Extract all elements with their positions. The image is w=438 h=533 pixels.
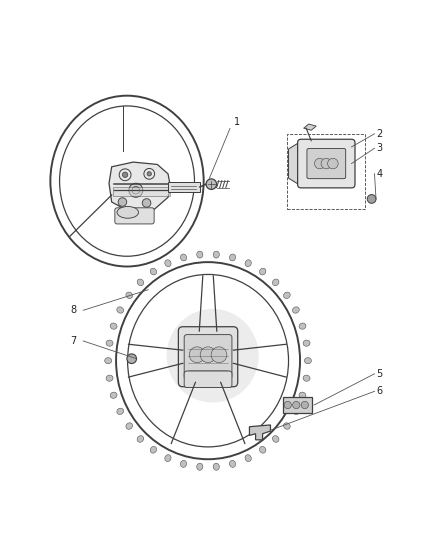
Ellipse shape — [230, 461, 236, 467]
Circle shape — [147, 172, 152, 176]
Circle shape — [293, 401, 300, 409]
Polygon shape — [283, 397, 312, 413]
Bar — [287, 134, 365, 209]
Ellipse shape — [117, 206, 138, 218]
Ellipse shape — [180, 254, 187, 261]
Ellipse shape — [117, 408, 124, 415]
Ellipse shape — [126, 423, 133, 429]
Circle shape — [127, 354, 137, 364]
Text: 5: 5 — [377, 369, 383, 379]
Ellipse shape — [299, 323, 306, 329]
Ellipse shape — [180, 461, 187, 467]
Circle shape — [206, 179, 216, 189]
Polygon shape — [304, 124, 316, 130]
Circle shape — [200, 347, 216, 362]
Ellipse shape — [303, 340, 310, 346]
Circle shape — [129, 183, 143, 197]
Ellipse shape — [150, 268, 157, 275]
Text: 2: 2 — [377, 129, 383, 139]
Text: 6: 6 — [377, 386, 383, 397]
Ellipse shape — [150, 447, 157, 453]
Ellipse shape — [283, 292, 290, 298]
Ellipse shape — [283, 423, 290, 429]
Ellipse shape — [197, 463, 203, 470]
Polygon shape — [250, 425, 271, 440]
Circle shape — [367, 195, 376, 203]
Ellipse shape — [106, 340, 113, 346]
Text: 7: 7 — [70, 336, 76, 346]
Text: 4: 4 — [377, 168, 383, 179]
Ellipse shape — [293, 307, 299, 313]
Ellipse shape — [126, 292, 133, 298]
Ellipse shape — [213, 463, 219, 470]
Ellipse shape — [197, 251, 203, 258]
Ellipse shape — [245, 455, 251, 462]
Ellipse shape — [304, 358, 311, 364]
Ellipse shape — [230, 254, 236, 261]
Ellipse shape — [259, 447, 266, 453]
Ellipse shape — [106, 375, 113, 381]
Polygon shape — [289, 143, 301, 184]
FancyBboxPatch shape — [184, 371, 232, 387]
Ellipse shape — [166, 309, 258, 402]
Ellipse shape — [272, 279, 279, 286]
Polygon shape — [109, 162, 171, 214]
Circle shape — [189, 347, 205, 362]
Ellipse shape — [137, 279, 144, 286]
Polygon shape — [113, 187, 170, 196]
Ellipse shape — [110, 392, 117, 398]
Ellipse shape — [299, 392, 306, 398]
FancyBboxPatch shape — [307, 149, 346, 179]
Ellipse shape — [259, 268, 266, 275]
FancyBboxPatch shape — [178, 327, 238, 387]
Circle shape — [284, 401, 291, 409]
Ellipse shape — [137, 435, 144, 442]
Polygon shape — [168, 182, 200, 192]
Circle shape — [211, 347, 227, 362]
Circle shape — [314, 158, 325, 169]
Text: 3: 3 — [377, 143, 383, 154]
Circle shape — [142, 199, 151, 207]
FancyBboxPatch shape — [297, 139, 355, 188]
Ellipse shape — [117, 307, 124, 313]
Ellipse shape — [213, 251, 219, 258]
Circle shape — [321, 158, 332, 169]
Ellipse shape — [165, 455, 171, 462]
Ellipse shape — [165, 260, 171, 266]
Ellipse shape — [110, 323, 117, 329]
Ellipse shape — [272, 435, 279, 442]
Ellipse shape — [293, 408, 299, 415]
Ellipse shape — [245, 260, 251, 266]
Circle shape — [122, 172, 128, 177]
Ellipse shape — [105, 358, 112, 364]
Circle shape — [301, 401, 308, 409]
Circle shape — [328, 158, 338, 169]
Ellipse shape — [303, 375, 310, 381]
Text: 1: 1 — [234, 117, 240, 127]
Text: 8: 8 — [70, 305, 76, 316]
Circle shape — [118, 198, 127, 206]
FancyBboxPatch shape — [184, 335, 232, 379]
FancyBboxPatch shape — [115, 208, 154, 224]
